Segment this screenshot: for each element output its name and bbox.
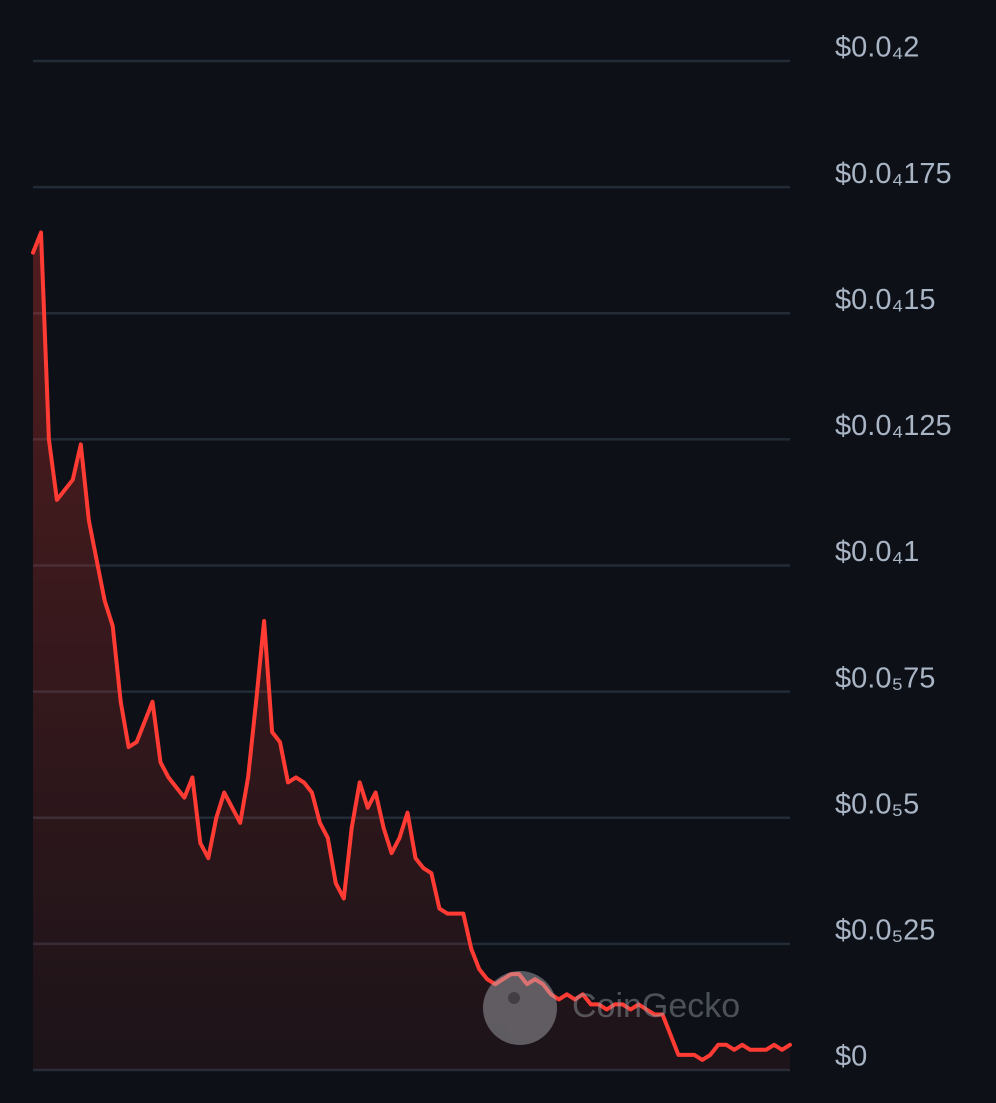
watermark-logo-eye	[508, 992, 520, 1004]
y-tick-label: $0.0₄125	[835, 410, 952, 442]
y-tick-label: $0.0₅75	[835, 662, 935, 694]
y-tick-label: $0.0₅25	[835, 915, 935, 947]
y-tick-label: $0.0₄1	[835, 536, 919, 568]
area	[33, 232, 790, 1070]
y-tick-label: $0.0₄175	[835, 158, 952, 190]
watermark-text: CoinGecko	[572, 987, 740, 1025]
plot	[31, 230, 792, 1070]
y-tick-label: $0	[835, 1041, 867, 1073]
price-line	[31, 230, 792, 1062]
y-tick-label: $0.0₄15	[835, 284, 936, 316]
y-tick-label: $0.0₅5	[835, 788, 919, 820]
watermark: CoinGecko	[483, 971, 740, 1045]
watermark-logo	[483, 971, 557, 1045]
grid: $0 $0.0₅25 $0.0₅5 $0.0₅75 $0.0₄1 $0.0₄125 $0.0…	[33, 32, 952, 1073]
y-tick-label: $0.0₄2	[835, 32, 919, 64]
